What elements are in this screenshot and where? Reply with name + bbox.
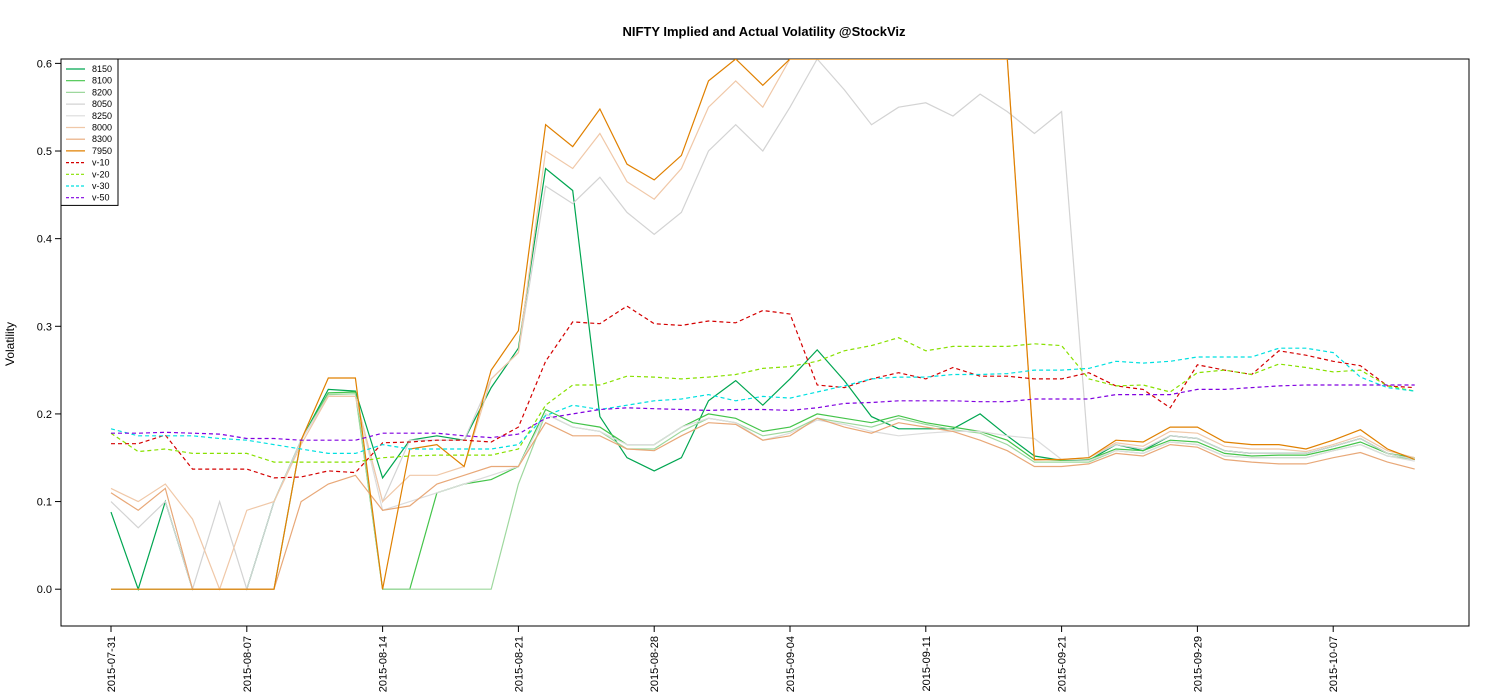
- legend-label: 8050: [92, 99, 112, 109]
- y-tick-label: 0.6: [37, 58, 52, 70]
- series-line-8150: [110, 167, 1415, 592]
- x-tick-label: 2015-10-07: [1328, 636, 1340, 692]
- series-line-v-30: [110, 347, 1415, 454]
- y-tick-label: 0.3: [37, 321, 52, 333]
- y-tick-label: 0.5: [37, 146, 52, 158]
- legend-box: [60, 58, 119, 206]
- plot-frame: [60, 58, 1470, 627]
- legend-label: 8200: [92, 87, 112, 97]
- series-line-v-10: [111, 305, 1415, 479]
- legend: 81508100820080508250800083007950v-10v-20…: [60, 58, 119, 206]
- series-line-7950: [111, 59, 1415, 590]
- x-tick-label: 2015-07-31: [106, 636, 118, 692]
- legend-label: v-30: [92, 181, 110, 191]
- y-tick-label: 0.2: [37, 409, 52, 421]
- series-layer: [110, 59, 1415, 592]
- x-tick-label: 2015-08-21: [513, 636, 525, 692]
- legend-label: 8300: [92, 134, 112, 144]
- y-axis-label: Volatility: [3, 322, 17, 366]
- series-line-v-20: [110, 337, 1415, 463]
- legend-label: 7950: [92, 146, 112, 156]
- series-line-8200: [111, 393, 1415, 590]
- x-axis: 2015-07-31 2015-08-07 2015-08-14 2015-08-21…: [106, 626, 1340, 692]
- x-tick-label: 2015-09-21: [1057, 636, 1069, 692]
- series-line-8300: [110, 417, 1415, 590]
- series-line-8250: [111, 395, 1415, 590]
- legend-label: v-50: [92, 193, 110, 203]
- series-line-v-50: [111, 384, 1415, 441]
- legend-label: 8000: [92, 123, 112, 133]
- y-tick-label: 0.0: [37, 584, 52, 596]
- x-tick-label: 2015-09-11: [921, 636, 933, 691]
- chart-title: NIFTY Implied and Actual Volatility @Sto…: [622, 24, 906, 39]
- series-line-8000: [110, 59, 1415, 591]
- x-tick-label: 2015-08-28: [649, 636, 661, 692]
- x-tick-label: 2015-09-29: [1192, 636, 1204, 692]
- legend-label: 8150: [92, 64, 112, 74]
- legend-label: v-10: [92, 158, 110, 168]
- series-line-8050: [110, 59, 1415, 592]
- x-tick-label: 2015-09-04: [785, 636, 797, 692]
- series-line-8100: [111, 391, 1415, 590]
- y-tick-label: 0.1: [37, 497, 52, 509]
- x-tick-label: 2015-08-14: [378, 636, 390, 692]
- y-tick-label: 0.4: [37, 234, 52, 246]
- x-tick-label: 2015-08-07: [242, 636, 254, 692]
- legend-label: 8100: [92, 76, 112, 86]
- y-axis: 0.0 0.1 0.2 0.3 0.4 0.5 0.6: [37, 58, 61, 596]
- legend-label: 8250: [92, 111, 112, 121]
- legend-label: v-20: [92, 169, 110, 179]
